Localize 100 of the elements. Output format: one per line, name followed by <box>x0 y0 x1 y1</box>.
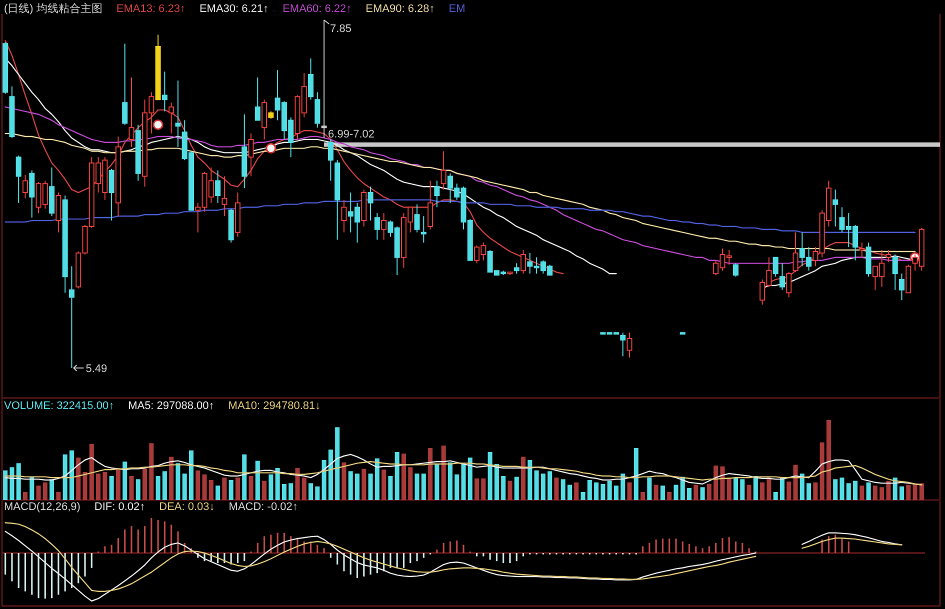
bar <box>554 478 559 500</box>
candlestick <box>779 262 785 290</box>
candlestick <box>328 138 334 182</box>
candlestick <box>899 273 905 301</box>
candlestick <box>381 212 387 240</box>
bar <box>567 484 572 500</box>
candlestick <box>772 256 778 278</box>
candlestick <box>16 155 22 204</box>
bar <box>268 474 274 500</box>
bar <box>840 478 844 500</box>
text: MACD: -0.02↑ <box>228 501 298 513</box>
bar <box>694 484 698 500</box>
bar <box>82 472 88 500</box>
candlestick <box>115 136 121 217</box>
candlestick <box>859 242 865 258</box>
candlestick <box>242 114 248 189</box>
candlestick <box>122 43 128 126</box>
bar <box>580 492 586 500</box>
bar <box>746 484 752 500</box>
bar <box>448 462 452 500</box>
bar <box>242 454 247 500</box>
bar <box>560 479 566 500</box>
bar <box>362 468 366 500</box>
bar <box>394 452 400 500</box>
candlestick <box>215 170 221 204</box>
candlestick <box>234 192 240 238</box>
bar <box>116 468 120 500</box>
bar <box>188 450 194 500</box>
candlestick <box>414 204 420 233</box>
bar <box>182 474 187 500</box>
bar <box>122 462 128 500</box>
bar <box>594 482 599 500</box>
bar <box>288 483 294 500</box>
candlestick <box>56 192 62 233</box>
candlestick <box>262 99 268 140</box>
bar <box>880 487 884 500</box>
bar <box>434 464 440 500</box>
annotation: 5.49 <box>86 363 108 375</box>
bar <box>10 467 14 500</box>
candlestick <box>792 232 798 273</box>
candlestick <box>254 77 260 121</box>
bar <box>262 480 267 500</box>
bar <box>753 476 758 500</box>
bar <box>129 476 134 500</box>
bar <box>720 466 725 500</box>
candlestick <box>886 250 892 262</box>
candlestick <box>222 176 228 217</box>
candlestick <box>361 189 367 227</box>
text: DIF: 0.02↑ <box>94 501 146 513</box>
bar <box>22 492 28 500</box>
bar <box>647 478 652 500</box>
candlestick <box>49 166 55 217</box>
bar <box>235 478 240 500</box>
candlestick <box>175 80 181 148</box>
candlestick <box>434 180 440 208</box>
bar <box>322 460 326 500</box>
bar <box>69 450 74 500</box>
bar <box>302 478 306 500</box>
bar <box>780 478 784 500</box>
candlestick <box>680 332 686 335</box>
bar <box>136 479 140 500</box>
bar <box>860 486 864 500</box>
bar <box>441 446 446 500</box>
bar <box>388 476 393 500</box>
candlestick <box>321 20 327 138</box>
bar <box>208 480 214 500</box>
bar <box>421 474 426 500</box>
candlestick <box>62 194 68 294</box>
bar <box>468 458 472 500</box>
candlestick <box>374 212 380 240</box>
bar <box>733 478 738 500</box>
bar <box>760 482 765 500</box>
bar <box>548 471 552 500</box>
bar <box>634 448 638 500</box>
bar <box>255 460 260 500</box>
candlestick <box>368 186 374 222</box>
bar <box>726 478 732 500</box>
bar <box>494 464 499 500</box>
bar <box>89 444 94 500</box>
bar <box>514 476 519 500</box>
bar <box>454 474 460 500</box>
candlestick <box>314 92 320 128</box>
bar <box>162 471 167 500</box>
bar <box>275 468 280 500</box>
bar <box>335 427 340 500</box>
bar <box>414 474 420 500</box>
bar <box>248 476 254 500</box>
bar <box>900 486 904 500</box>
bar <box>481 478 486 500</box>
bar <box>308 483 314 500</box>
bar <box>853 480 858 500</box>
bar <box>521 456 526 500</box>
bar <box>16 463 21 500</box>
bar <box>766 478 772 500</box>
bar <box>773 492 778 500</box>
candlestick <box>428 180 434 230</box>
bar <box>149 443 154 500</box>
chart-title: MACD(12,26,9) <box>4 501 80 513</box>
bar <box>501 476 506 500</box>
bar <box>176 463 180 500</box>
